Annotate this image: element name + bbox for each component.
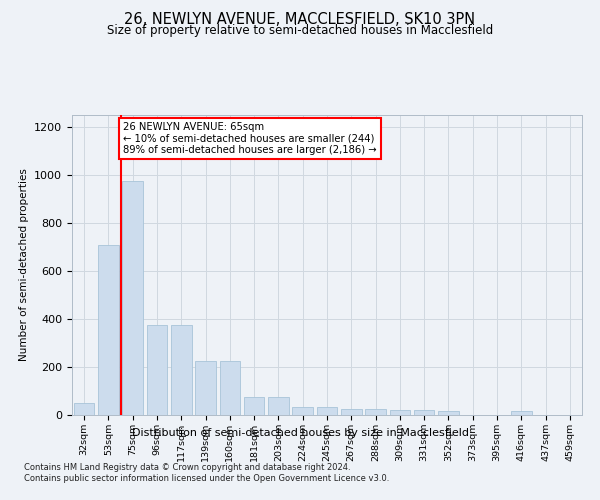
Bar	[511, 412, 532, 415]
Text: Size of property relative to semi-detached houses in Macclesfield: Size of property relative to semi-detach…	[107, 24, 493, 37]
Bar	[365, 409, 386, 415]
Bar	[122, 181, 143, 415]
Bar	[438, 412, 459, 415]
Bar	[220, 361, 240, 415]
Text: 26 NEWLYN AVENUE: 65sqm
← 10% of semi-detached houses are smaller (244)
89% of s: 26 NEWLYN AVENUE: 65sqm ← 10% of semi-de…	[123, 122, 377, 156]
Bar	[414, 410, 434, 415]
Y-axis label: Number of semi-detached properties: Number of semi-detached properties	[19, 168, 29, 362]
Text: 26, NEWLYN AVENUE, MACCLESFIELD, SK10 3PN: 26, NEWLYN AVENUE, MACCLESFIELD, SK10 3P…	[124, 12, 476, 28]
Bar	[268, 397, 289, 415]
Text: Distribution of semi-detached houses by size in Macclesfield: Distribution of semi-detached houses by …	[131, 428, 469, 438]
Bar	[146, 325, 167, 415]
Text: Contains public sector information licensed under the Open Government Licence v3: Contains public sector information licen…	[24, 474, 389, 483]
Bar	[389, 410, 410, 415]
Text: Contains HM Land Registry data © Crown copyright and database right 2024.: Contains HM Land Registry data © Crown c…	[24, 462, 350, 471]
Bar	[195, 361, 216, 415]
Bar	[171, 325, 191, 415]
Bar	[74, 403, 94, 415]
Bar	[244, 397, 265, 415]
Bar	[98, 244, 119, 415]
Bar	[292, 406, 313, 415]
Bar	[317, 406, 337, 415]
Bar	[341, 409, 362, 415]
